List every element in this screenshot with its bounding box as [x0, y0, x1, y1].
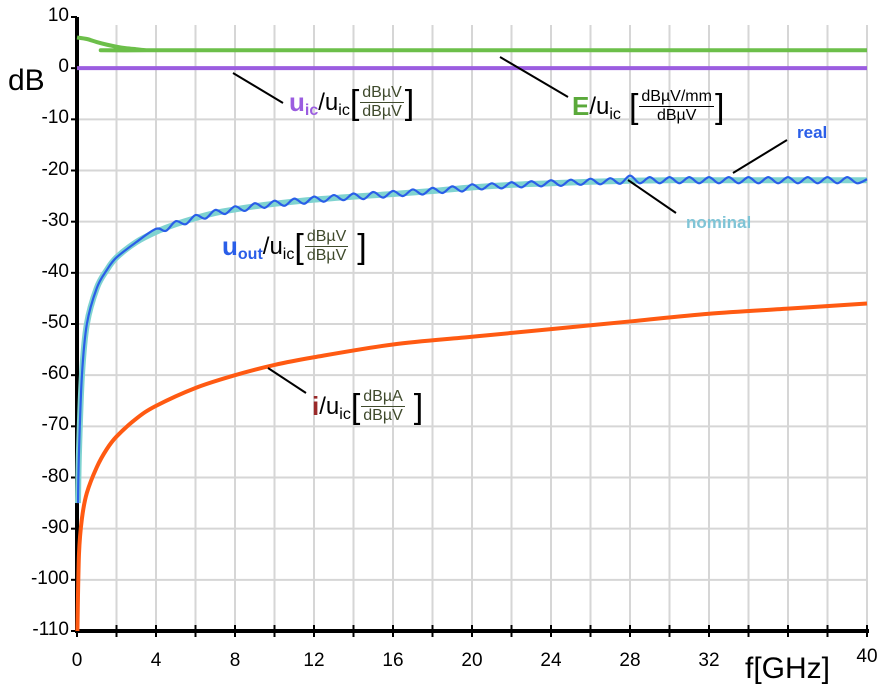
y-tick-label: 0 — [58, 56, 69, 78]
y-axis-label: dB — [8, 64, 45, 97]
label-nominal: nominal — [686, 213, 752, 232]
slash: / — [262, 232, 270, 260]
label-uout-unit: dBµV dBµV — [304, 228, 349, 265]
label-i: i / u ic[dBµA dBµV] — [312, 387, 424, 426]
y-tick-label: -70 — [41, 414, 69, 436]
y-tick-label: -80 — [41, 465, 69, 487]
label-uout-main: u — [222, 231, 238, 261]
label-uic-main-sub: ic — [304, 101, 319, 119]
leader-line — [732, 139, 788, 174]
label-uic-den-sub: ic — [338, 101, 350, 119]
label-uic-unit: dBµV dBµV — [360, 84, 404, 121]
x-tick-label: 28 — [619, 650, 641, 671]
label-e-unit: dBµV/mm dBµV — [639, 88, 714, 125]
y-tick-label: -90 — [41, 516, 69, 538]
x-tick-label: 24 — [540, 650, 562, 671]
unit-den: dBµV — [363, 407, 403, 424]
x-tick-label: 8 — [229, 650, 241, 671]
x-tick-label: 40 — [856, 646, 878, 667]
x-axis-label: f[GHz] — [745, 652, 831, 685]
x-tick-label: 20 — [461, 650, 483, 671]
y-tick-label: 10 — [47, 5, 69, 26]
x-tick-label: 32 — [698, 650, 720, 671]
unit-den: dBµV — [306, 247, 347, 264]
y-tick-label: -110 — [32, 619, 69, 640]
unit-num: dBµV — [304, 228, 349, 247]
leader-line — [232, 72, 284, 104]
unit-num: dBµV/mm — [639, 88, 714, 107]
label-i-main: i — [312, 391, 320, 421]
label-e-den-sub: ic — [609, 105, 621, 123]
y-tick-label: -60 — [41, 363, 69, 385]
y-tick-label: -10 — [41, 107, 69, 129]
y-tick-label: -30 — [41, 209, 69, 231]
label-uic-main: u — [289, 87, 305, 117]
label-real: real — [797, 123, 828, 142]
unit-num: dBµV — [360, 84, 404, 103]
leader-line — [499, 56, 569, 98]
slash: / — [318, 88, 325, 116]
label-uout-den: u — [269, 232, 283, 260]
label-uout: u out / u ic[dBµV dBµV] — [222, 227, 367, 266]
y-tick-label: -40 — [41, 260, 69, 282]
y-tick-label: -20 — [41, 158, 69, 180]
slash: / — [589, 92, 597, 120]
label-i-den-sub: ic — [339, 405, 351, 423]
unit-num: dBµA — [361, 388, 405, 407]
x-tick-label: 12 — [303, 650, 325, 671]
label-e-main: E — [572, 91, 590, 121]
slash: / — [319, 392, 326, 420]
x-tick-label: 0 — [71, 650, 83, 671]
x-tick-label: 16 — [382, 650, 404, 671]
label-uout-den-sub: ic — [282, 245, 295, 263]
label-e: E / u ic[dBµV/mm dBµV] — [572, 87, 725, 126]
label-uout-main-sub: out — [237, 245, 263, 263]
unit-den: dBµV — [362, 103, 402, 120]
label-e-den: u — [596, 92, 610, 120]
label-uic-den: u — [324, 88, 339, 116]
x-tick-label: 4 — [150, 650, 162, 671]
label-uic: u ic / u ic[dBµV dBµV] — [289, 83, 415, 122]
leader-line — [267, 367, 307, 394]
leader-line — [627, 179, 677, 214]
label-i-unit: dBµA dBµV — [361, 388, 405, 425]
unit-den: dBµV — [656, 107, 697, 124]
y-tick-label: -50 — [41, 312, 69, 333]
label-i-den: u — [325, 392, 340, 420]
y-tick-label: -100 — [30, 567, 69, 589]
